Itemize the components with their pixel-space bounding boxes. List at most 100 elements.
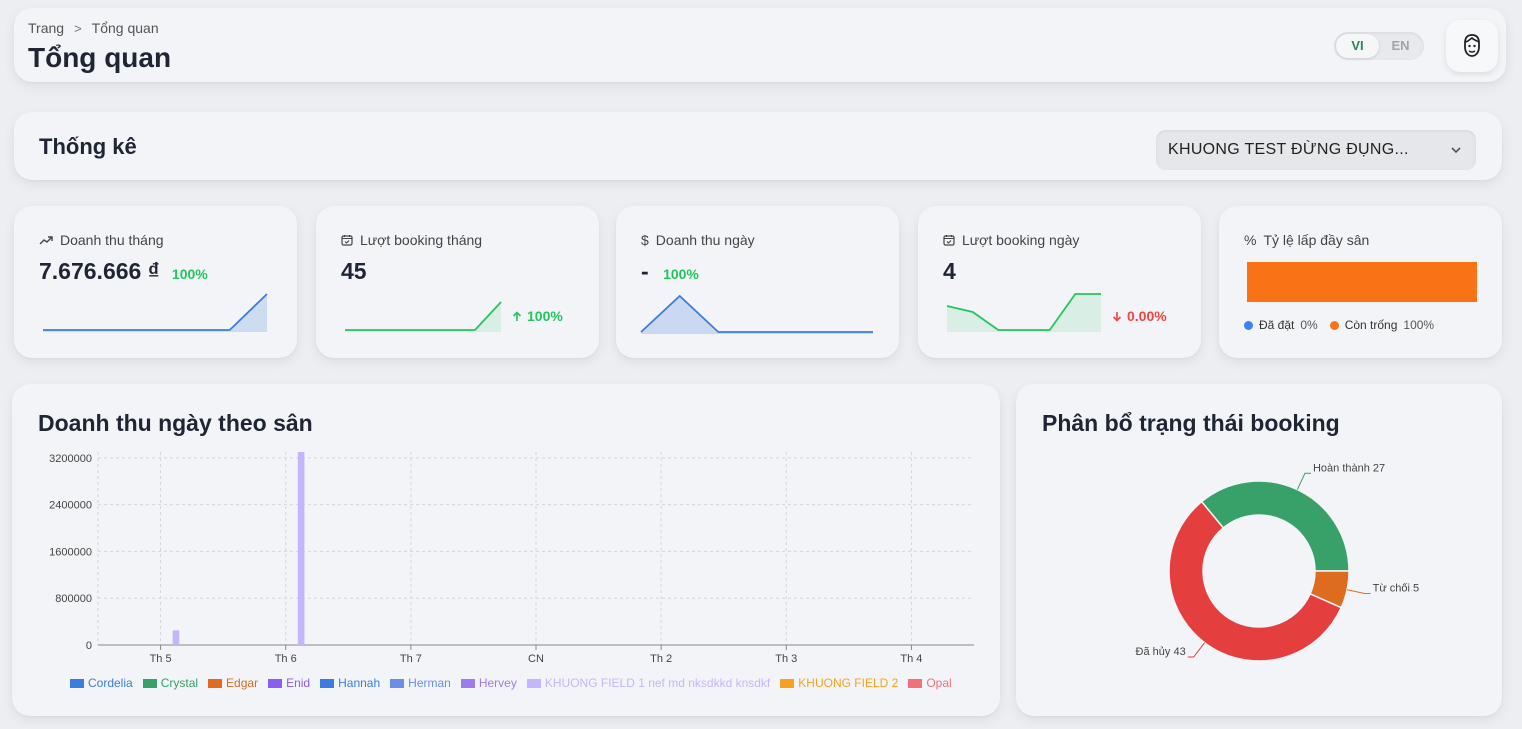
sparkline <box>43 293 268 332</box>
x-tick-label: Th 2 <box>650 653 672 665</box>
user-avatar-icon <box>1464 34 1480 57</box>
x-tick-label: CN <box>528 653 544 665</box>
sparkline-line <box>640 294 873 333</box>
sparkline-area <box>947 294 1101 332</box>
booked-label: Đã đặt <box>1259 318 1295 332</box>
x-tick-label: Th 6 <box>275 653 297 665</box>
kpi-label: Doanh thu ngày <box>655 232 755 248</box>
legend-item[interactable]: Opal <box>908 676 952 690</box>
free-label: Còn trống <box>1344 318 1398 332</box>
lang-vi-button[interactable]: VI <box>1336 34 1379 58</box>
field-select[interactable]: KHUONG TEST ĐỪNG ĐỤNG... <box>1156 130 1476 170</box>
y-tick-label: 1600000 <box>49 546 92 558</box>
y-tick-label: 2400000 <box>49 500 92 512</box>
lang-en-button[interactable]: EN <box>1391 38 1410 53</box>
sparkline <box>640 294 873 334</box>
kpi-percent: 100% <box>663 266 699 282</box>
calendar-check-icon <box>341 235 353 246</box>
legend-swatch <box>460 678 475 688</box>
kpi-value: - <box>641 258 649 284</box>
kpi-label: Lượt booking ngày <box>962 232 1080 248</box>
sparkline-line <box>345 301 502 331</box>
legend-label: Herman <box>408 676 451 690</box>
stats-title: Thống kê <box>39 134 137 159</box>
breadcrumb-home[interactable]: Trang <box>28 20 65 36</box>
bar[interactable] <box>297 452 305 645</box>
kpi-month-revenue: Doanh thu tháng 7.676.666 ₫ 100% <box>14 206 297 358</box>
legend-swatch <box>208 678 223 688</box>
y-tick-label: 3200000 <box>49 453 92 465</box>
calendar-check-icon <box>943 235 955 246</box>
legend-item[interactable]: Cordelia <box>70 676 133 690</box>
legend-label: Edgar <box>226 676 259 690</box>
legend-label: Opal <box>926 676 952 690</box>
legend-label: KHUONG FIELD 1 nef md nksdkkd knsdkf <box>544 676 771 690</box>
bar[interactable] <box>172 630 180 645</box>
kpi-day-bookings: Lượt booking ngày 4 0.00% <box>918 206 1201 358</box>
donut-slice[interactable] <box>1309 570 1350 609</box>
kpi-percent: 100% <box>171 266 208 282</box>
percent-icon: % <box>1244 232 1257 248</box>
slice-label: Từ chối 5 <box>1373 582 1420 594</box>
arrow-up-icon <box>512 310 522 321</box>
sparkline-line <box>43 293 268 331</box>
chart-legend: Cordelia Crystal Edgar Enid Hannah Herman Herv… <box>70 676 952 690</box>
kpi-label: Tỷ lệ lấp đầy sân <box>1263 232 1370 248</box>
legend-item[interactable]: Hannah <box>320 676 380 690</box>
x-tick-label: Th 3 <box>775 653 797 665</box>
kpi-label: Lượt booking tháng <box>360 232 483 248</box>
kpi-month-bookings: Lượt booking tháng 45 100% <box>316 206 599 358</box>
kpi-value: 45 <box>341 258 367 284</box>
label-line <box>1346 589 1371 594</box>
page-title: Tổng quan <box>28 42 172 73</box>
sparkline-area <box>43 294 267 332</box>
free-value: 100% <box>1403 318 1435 332</box>
chart-title: Doanh thu ngày theo sân <box>38 410 313 436</box>
label-line <box>1187 642 1205 658</box>
legend-item[interactable]: KHUONG FIELD 1 nef md nksdkkd knsdkf <box>526 676 771 690</box>
legend-label: Cordelia <box>88 676 133 690</box>
occupancy-legend: Đã đặt 0% Còn trống 100% <box>1244 318 1434 332</box>
legend-label: KHUONG FIELD 2 <box>798 676 899 690</box>
legend-swatch <box>320 678 335 688</box>
kpi-label: Doanh thu tháng <box>60 232 164 248</box>
legend-item[interactable]: Edgar <box>208 676 258 690</box>
y-tick-label: 800000 <box>55 593 92 605</box>
legend-item[interactable]: Hervey <box>460 676 517 690</box>
donut-slice[interactable] <box>1200 480 1350 572</box>
language-toggle[interactable]: VI EN <box>1334 32 1424 60</box>
field-select-value: KHUONG TEST ĐỪNG ĐỤNG... <box>1168 141 1409 158</box>
trending-up-icon <box>39 236 53 245</box>
x-tick-label: Th 7 <box>400 653 422 665</box>
sparkline <box>345 301 502 332</box>
dollar-icon: $ <box>641 232 649 248</box>
daily-revenue-chart-card: Doanh thu ngày theo sân 0 800000 1600000 24… <box>12 384 1000 716</box>
stats-section-header: Thống kê KHUONG TEST ĐỪNG ĐỤNG... <box>14 112 1502 180</box>
x-tick-label: Th 4 <box>900 653 922 665</box>
legend-label: Enid <box>286 676 311 690</box>
breadcrumb-current: Tổng quan <box>91 20 159 36</box>
legend-label: Hervey <box>478 676 517 690</box>
donut-slice[interactable] <box>1168 500 1343 662</box>
legend-swatch <box>142 678 157 688</box>
booked-value: 0% <box>1300 318 1318 332</box>
legend-swatch <box>268 678 283 688</box>
breadcrumb: Trang > Tổng quan <box>28 20 159 36</box>
page-header: Trang > Tổng quan Tổng quan VI EN <box>14 8 1506 82</box>
legend-item[interactable]: Crystal <box>142 676 198 690</box>
avatar[interactable] <box>1446 20 1498 72</box>
kpi-percent: 0.00% <box>1127 308 1167 324</box>
legend-item[interactable]: KHUONG FIELD 2 <box>780 676 898 690</box>
kpi-value: 7.676.666 ₫ <box>39 258 160 284</box>
breadcrumb-separator-icon: > <box>74 20 82 36</box>
slice-label: Hoàn thành 27 <box>1313 462 1385 474</box>
slice-label: Đã hủy 43 <box>1136 646 1186 658</box>
legend-label: Hannah <box>338 676 381 690</box>
x-tick-label: Th 5 <box>150 653 172 665</box>
booked-dot-icon <box>1244 320 1253 330</box>
legend-item[interactable]: Enid <box>268 676 310 690</box>
legend-item[interactable]: Herman <box>390 676 451 690</box>
occupancy-bar <box>1247 262 1477 302</box>
donut-chart: Hoàn thành 27 Đã hủy 43 Từ chối 5 <box>1136 462 1420 662</box>
legend-swatch <box>908 678 923 688</box>
